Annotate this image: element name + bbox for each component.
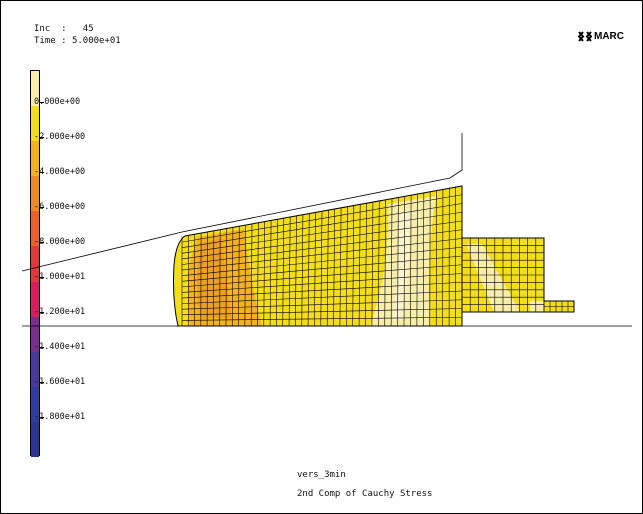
inc-label: Inc <box>34 24 51 34</box>
mesh-line <box>181 290 463 304</box>
legend-label: -4.000e+00 <box>34 167 86 177</box>
legend-color-segment <box>31 246 39 283</box>
legend-label: -8.000e+00 <box>34 237 86 247</box>
legend-label: -6.000e+00 <box>34 202 86 212</box>
mesh-line <box>181 194 463 243</box>
legend-tick <box>40 277 44 278</box>
job-name: vers_3min <box>297 470 346 480</box>
legend-tick <box>40 382 44 383</box>
legend-color-segment <box>31 421 39 458</box>
legend-label: -1.600e+01 <box>34 377 86 387</box>
part-outline <box>173 185 575 327</box>
time-value: 5.000e+01 <box>71 36 121 46</box>
mesh-line <box>181 220 463 260</box>
legend-tick <box>40 242 44 243</box>
color-legend-bar <box>30 70 40 458</box>
legend-label: 0.000e+00 <box>34 97 81 107</box>
mesh-line <box>181 273 463 293</box>
legend-color-segment <box>31 316 39 353</box>
legend-color-segment <box>31 106 39 142</box>
legend-label: -1.800e+01 <box>34 412 86 422</box>
mesh-line <box>181 264 463 288</box>
inc-value: 45 <box>82 24 94 34</box>
legend-label: -1.200e+01 <box>34 307 86 317</box>
legend-tick <box>40 347 44 348</box>
marc-logo-icon <box>578 31 592 42</box>
mesh-line <box>181 229 463 265</box>
legend-tick <box>40 207 44 208</box>
legend-color-segment <box>31 281 39 318</box>
mesh-line <box>181 238 463 271</box>
mesh-line <box>181 203 463 249</box>
legend-color-segment <box>31 141 39 177</box>
legend-tick <box>40 137 44 138</box>
mesh-line <box>181 255 463 282</box>
time-label: Time <box>34 36 56 46</box>
legend-color-segment <box>31 176 39 212</box>
mesh-line <box>181 211 463 254</box>
legend-label: -2.000e+00 <box>34 132 86 142</box>
mesh-line <box>181 281 463 299</box>
legend-color-segment <box>31 351 39 388</box>
legend-color-segment <box>31 386 39 423</box>
legend-color-segment <box>31 71 39 107</box>
logo-text: MARC <box>594 31 624 42</box>
time-readout: Time : 5.000e+01 <box>34 36 121 46</box>
legend-tick <box>40 102 44 103</box>
legend-color-segment <box>31 211 39 247</box>
legend-tick <box>40 172 44 173</box>
legend-label: -1.400e+01 <box>34 342 86 352</box>
legend-tick <box>40 312 44 313</box>
mesh-line <box>181 299 463 310</box>
legend-label: -1.000e+01 <box>34 272 86 282</box>
increment-readout: Inc : 45 <box>34 24 94 34</box>
variable-name: 2nd Comp of Cauchy Stress <box>297 489 433 499</box>
mesh-line <box>181 246 463 276</box>
tool-outline <box>21 133 463 272</box>
mesh-line <box>181 308 463 316</box>
mesh-line <box>181 316 463 321</box>
legend-tick <box>40 417 44 418</box>
marc-logo: MARC <box>578 31 624 42</box>
